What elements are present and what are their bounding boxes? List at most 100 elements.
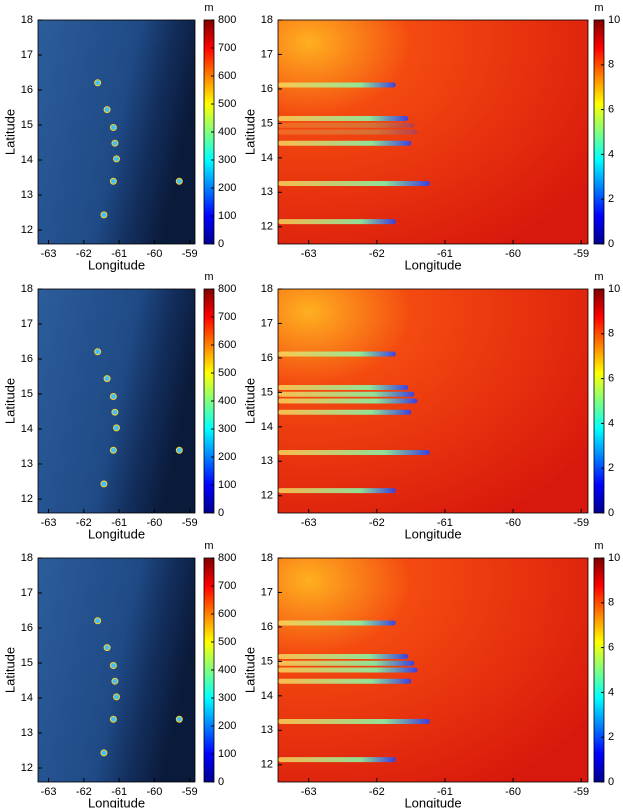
colorbar-tick-label: 0 [218,776,224,788]
y-tick-label: 14 [261,152,273,164]
y-tick-label: 12 [261,221,273,233]
colorbar-tick-label: 200 [218,451,236,463]
y-axis-label: Latitude [242,647,257,693]
island [109,177,117,185]
y-tick-label: 15 [261,386,273,398]
colorbar-tick-label: 6 [608,642,614,654]
wake [278,620,396,626]
x-tick-label: -61 [111,517,127,529]
map-panel: -63 -62 -61 -60 -59 12 13 14 15 16 17 18 Longitude La… [2,540,236,808]
colorbar-tick-label: 300 [218,692,236,704]
island [94,79,102,87]
x-axis-label: Longitude [88,526,145,541]
y-tick-label: 14 [261,690,273,702]
bathymetry-image [38,20,195,244]
x-tick-label: -63 [41,517,57,529]
wake [278,140,412,146]
wake [278,757,396,763]
colorbar-tick-label: 500 [218,98,236,110]
x-tick-label: -62 [369,786,385,798]
y-tick-label: 17 [21,587,33,599]
y-tick-label: 12 [21,493,33,505]
bathymetry-image [38,558,195,782]
colorbar-tick-label: 400 [218,126,236,138]
wake [278,351,396,357]
wake [278,719,430,725]
wake [278,219,396,225]
colorbar-tick-label: 0 [218,238,224,250]
colorbar-tick-label: 100 [218,210,236,222]
colorbar-tick-label: 10 [608,283,620,295]
y-tick-label: 14 [261,421,273,433]
colorbar-tick-label: 0 [608,238,614,250]
colorbar-tick-label: 0 [218,507,224,519]
island [100,749,108,757]
colorbar-tick-label: 2 [608,193,614,205]
colorbar-tick-label: 800 [218,14,236,26]
island [113,155,120,163]
island [100,211,108,219]
colorbar-label: m [594,271,603,283]
colorbar-tick-label: 2 [608,462,614,474]
colorbar-tick-label: 10 [608,14,620,26]
y-tick-label: 13 [261,455,273,467]
y-tick-label: 17 [21,318,33,330]
plot-frame [37,19,196,245]
y-tick-label: 14 [21,692,33,704]
y-tick-label: 16 [21,84,33,96]
colorbar-tick-label: 4 [608,148,614,160]
y-tick-label: 16 [21,353,33,365]
plot-frame [277,288,589,514]
colorbar-tick-label: 800 [218,283,236,295]
colorbar-tick-label: 600 [218,70,236,82]
y-tick-label: 15 [261,655,273,667]
wake [278,122,415,128]
island [94,348,102,356]
x-tick-label: -59 [182,786,198,798]
y-tick-label: 18 [21,14,33,26]
y-axis-label: Latitude [242,378,257,424]
y-tick-label: 13 [261,186,273,198]
colorbar [593,19,605,245]
colorbar-tick-label: 400 [218,664,236,676]
y-tick-label: 15 [261,117,273,129]
map-panel: -63 -62 -61 -60 -59 12 13 14 15 16 17 18 Longitude La… [242,271,620,542]
colorbar [593,288,605,514]
map-panel: -63 -62 -61 -60 -59 12 13 14 15 16 17 18 Longitude La… [242,540,620,808]
x-tick-label: -59 [182,248,198,260]
y-tick-label: 17 [261,48,273,60]
colorbar-label: m [204,2,213,14]
x-tick-label: -63 [41,248,57,260]
island [100,480,108,488]
colorbar-tick-label: 4 [608,686,614,698]
colorbar-tick-label: 700 [218,42,236,54]
map-panel: -63 -62 -61 -60 -59 12 13 14 15 16 17 18 Longitude La… [242,2,620,273]
map-panel: -63 -62 -61 -60 -59 12 13 14 15 16 17 18 Longitude La… [2,271,236,542]
colorbar-tick-label: 600 [218,608,236,620]
colorbar-tick-label: 10 [608,552,620,564]
x-tick-label: -59 [573,248,589,260]
island [111,677,119,685]
colorbar-label: m [204,540,213,552]
x-tick-label: -60 [505,786,521,798]
wake [278,654,409,660]
colorbar-tick-label: 700 [218,311,236,323]
island [109,393,117,401]
colorbar-tick-label: 8 [608,597,614,609]
y-tick-label: 16 [261,83,273,95]
y-tick-label: 18 [21,552,33,564]
island [111,139,119,147]
island [103,375,111,383]
wake [278,450,430,456]
x-tick-label: -62 [369,248,385,260]
colorbar-tick-label: 700 [218,580,236,592]
y-tick-label: 15 [21,388,33,400]
y-tick-label: 17 [261,586,273,598]
y-axis-label: Latitude [2,109,17,155]
x-tick-label: -61 [111,786,127,798]
y-axis-label: Latitude [2,378,17,424]
island [94,617,102,625]
wake [278,660,415,666]
colorbar-tick-label: 8 [608,328,614,340]
island [175,446,183,454]
